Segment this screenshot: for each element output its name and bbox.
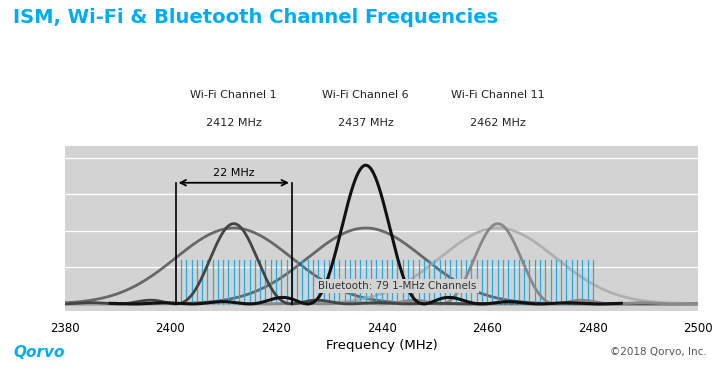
Text: Wi-Fi Channel 11: Wi-Fi Channel 11 <box>451 90 544 100</box>
Text: Qorvo: Qorvo <box>13 345 65 360</box>
Text: 22 MHz: 22 MHz <box>213 168 255 178</box>
Text: 2412 MHz: 2412 MHz <box>206 118 261 128</box>
Text: ©2018 Qorvo, Inc.: ©2018 Qorvo, Inc. <box>611 347 707 357</box>
Text: 2437 MHz: 2437 MHz <box>338 118 394 128</box>
Text: Wi-Fi Channel 1: Wi-Fi Channel 1 <box>191 90 277 100</box>
Text: Wi-Fi Channel 6: Wi-Fi Channel 6 <box>323 90 409 100</box>
Text: ISM, Wi-Fi & Bluetooth Channel Frequencies: ISM, Wi-Fi & Bluetooth Channel Frequenci… <box>13 8 498 27</box>
Text: Bluetooth: 79 1-MHz Channels: Bluetooth: 79 1-MHz Channels <box>318 281 477 291</box>
X-axis label: Frequency (MHz): Frequency (MHz) <box>325 339 438 352</box>
Text: 2462 MHz: 2462 MHz <box>470 118 526 128</box>
